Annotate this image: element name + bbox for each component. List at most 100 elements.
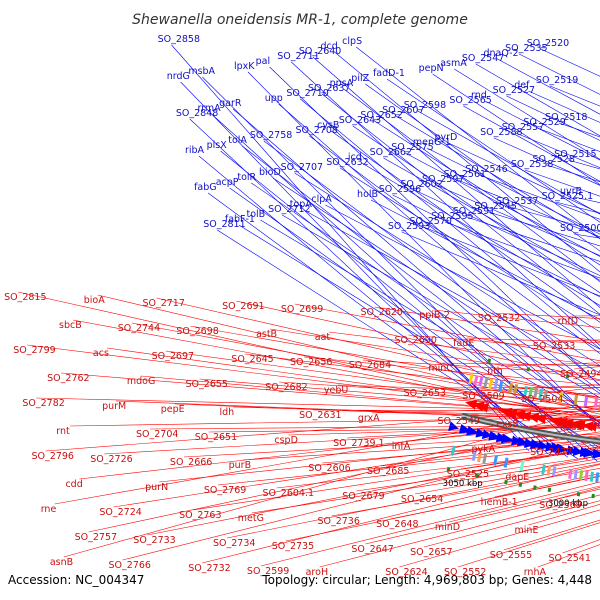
gene-label: SO_2655 bbox=[186, 379, 228, 390]
gene-label: clpA bbox=[311, 194, 332, 205]
gene-label: minD bbox=[435, 522, 460, 533]
gene-label: purM bbox=[102, 401, 126, 412]
forward-gene-arrow bbox=[592, 448, 600, 459]
gene-label: SO_2549 bbox=[438, 416, 480, 427]
gene-label: SO_2598 bbox=[404, 100, 446, 111]
leader-line bbox=[202, 464, 600, 564]
cog-category-block bbox=[558, 392, 564, 403]
map-title: Shewanella oneidensis MR-1, complete gen… bbox=[132, 12, 468, 28]
rna-marker bbox=[526, 366, 531, 372]
leader-line bbox=[242, 436, 600, 461]
gene-label: SO_2712 bbox=[268, 204, 310, 215]
forward-gene-arrow bbox=[448, 421, 459, 431]
gene-label: pepN bbox=[419, 63, 444, 74]
leader-line bbox=[337, 384, 600, 395]
cog-category-block bbox=[523, 385, 529, 397]
rna-marker bbox=[475, 473, 480, 479]
cog-category-block bbox=[551, 466, 557, 477]
leader-line bbox=[374, 306, 600, 342]
gene-label: rne bbox=[41, 504, 57, 515]
gene-label: SO_2591 bbox=[453, 206, 495, 217]
gene-label: rnd bbox=[471, 90, 487, 101]
leader-line bbox=[106, 347, 600, 417]
leader-line bbox=[97, 294, 600, 415]
rna-marker bbox=[504, 479, 508, 485]
summary-text: Topology: circular; Length: 4,969,803 bp… bbox=[261, 573, 592, 587]
leader-line bbox=[390, 476, 600, 520]
leader-line bbox=[294, 303, 600, 362]
gene-label: SO_2645 bbox=[231, 354, 273, 365]
cog-category-block bbox=[492, 455, 498, 466]
leader-line bbox=[263, 140, 600, 392]
gene-label: SO_2858 bbox=[158, 34, 200, 45]
leader-line bbox=[193, 447, 600, 511]
gene-label: pilZ bbox=[351, 73, 369, 84]
leader-line bbox=[424, 500, 600, 548]
leader-line bbox=[217, 229, 578, 459]
gene-label: ribA bbox=[185, 145, 205, 156]
gene-label: SO_2679 bbox=[342, 491, 384, 502]
leader-line bbox=[156, 297, 600, 400]
gene-label: SO_2799 bbox=[13, 345, 55, 356]
gene-label: SO_2739.1 bbox=[333, 438, 385, 449]
leader-line bbox=[365, 83, 600, 252]
leader-line bbox=[303, 209, 600, 374]
cog-category-block bbox=[471, 450, 477, 462]
gene-label: sbcB bbox=[59, 320, 82, 331]
gene-label: SO_2570 bbox=[409, 216, 451, 227]
leader-line bbox=[347, 423, 600, 439]
leader-line bbox=[423, 226, 600, 297]
gene-label: SO_2726 bbox=[90, 454, 132, 465]
reverse-gene-arrow bbox=[471, 401, 485, 412]
gene-label: nrdG bbox=[167, 71, 190, 82]
leader-line bbox=[506, 95, 600, 141]
gene-label: cdd bbox=[65, 479, 82, 490]
leader-line bbox=[300, 98, 600, 350]
gene-label: SO_2515 bbox=[554, 149, 596, 160]
cog-category-block bbox=[573, 469, 578, 480]
cog-category-block bbox=[519, 460, 525, 471]
forward-gene-arrow bbox=[566, 445, 579, 456]
rna-marker bbox=[533, 485, 537, 490]
gene-label: SO_2732 bbox=[188, 563, 230, 574]
cog-category-block bbox=[573, 394, 579, 405]
gene-label: SO_2504 bbox=[521, 394, 563, 405]
gene-label: SO_2662 bbox=[370, 147, 412, 158]
rna-marker bbox=[576, 491, 581, 497]
forward-gene-arrow bbox=[555, 443, 570, 454]
leader-line bbox=[328, 331, 600, 366]
kbp-label: 3050 kbp bbox=[443, 479, 483, 489]
gene-label: SO_2527 bbox=[493, 85, 535, 96]
gene-label: rnfD bbox=[558, 316, 578, 327]
cog-category-block bbox=[498, 380, 504, 392]
leader-line bbox=[374, 120, 600, 266]
reverse-gene-arrow bbox=[581, 421, 594, 432]
forward-gene-arrow bbox=[572, 446, 584, 456]
gene-label: pykA bbox=[471, 444, 495, 455]
gene-label: rnhA bbox=[524, 567, 547, 578]
gene-label: SO_2519 bbox=[536, 75, 578, 86]
leader-line bbox=[321, 93, 600, 315]
gene-label: SO_2595 bbox=[431, 211, 473, 222]
gene-label: SO_2557 bbox=[502, 122, 544, 133]
leader-line bbox=[312, 56, 600, 309]
leader-line bbox=[281, 214, 600, 399]
forward-gene-arrow bbox=[500, 433, 515, 444]
forward-gene-arrow bbox=[466, 425, 480, 436]
leader-line bbox=[116, 400, 600, 421]
gene-label: SO_2684 bbox=[349, 360, 391, 371]
gene-label: SO_2811 bbox=[203, 219, 245, 230]
cog-category-block bbox=[478, 376, 484, 387]
gene-label: infA bbox=[392, 441, 411, 452]
cog-category-block bbox=[528, 386, 534, 398]
gene-label: SO_2647 bbox=[351, 544, 393, 555]
leader-line bbox=[467, 337, 600, 344]
cog-category-block bbox=[538, 388, 544, 400]
leader-line bbox=[457, 522, 600, 568]
gene-label: SO_2533 bbox=[533, 341, 575, 352]
gene-label: SO_2593 bbox=[388, 221, 430, 232]
gene-label: lpxK bbox=[234, 61, 255, 72]
